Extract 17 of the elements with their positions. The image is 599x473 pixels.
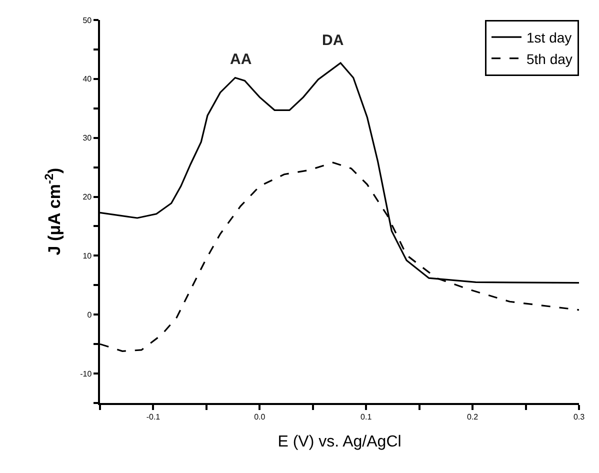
x-tick-label: 0.2	[466, 412, 479, 422]
y-tick-label: -10	[80, 369, 92, 378]
x-axis-title: E (V) vs. Ag/AgCl	[278, 434, 402, 451]
y-tick-label: 0	[87, 310, 92, 320]
y-tick-label: 40	[82, 74, 92, 84]
annotation: AA	[230, 51, 252, 68]
y-tick-label: 50	[82, 16, 92, 25]
y-tick-label: 30	[82, 134, 92, 143]
legend-label: 5th day	[526, 50, 572, 67]
x-tick-label: 0.0	[254, 412, 266, 422]
legend-label: 1st day	[526, 30, 572, 46]
y-tick-label: 10	[82, 251, 92, 260]
annotation: DA	[322, 32, 344, 49]
x-tick-label: -0.1	[146, 412, 161, 422]
y-tick-label: 20	[82, 192, 92, 202]
x-tick-label: 0.3	[573, 412, 586, 422]
x-tick-label: 0.1	[360, 412, 372, 422]
